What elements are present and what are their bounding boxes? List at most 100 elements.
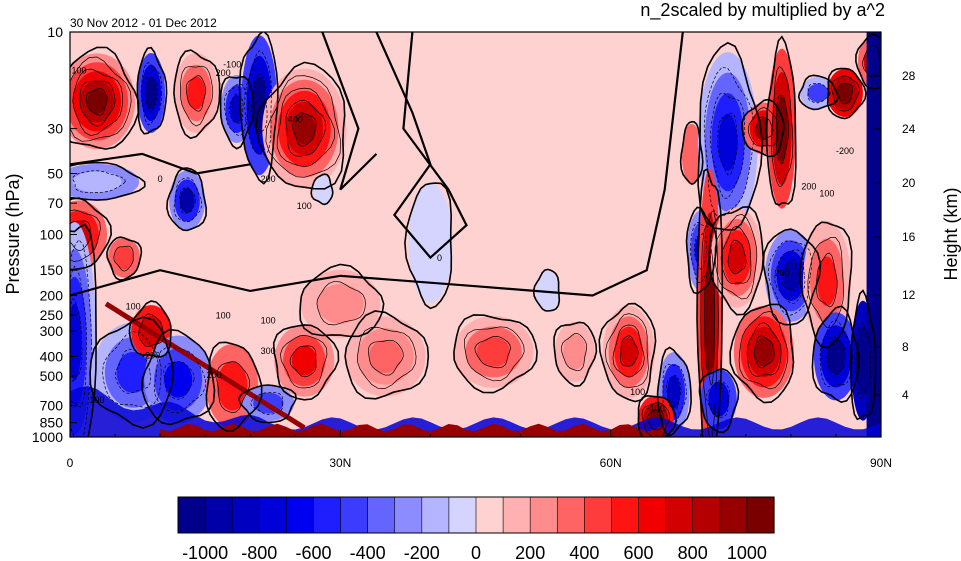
colorbar-swatch [638,496,667,534]
isoline [280,334,328,389]
isoline [836,82,853,105]
isoline [746,322,782,377]
contour-label: -200 [142,351,160,361]
isoline [136,46,168,135]
field-blob [87,88,107,114]
colorbar-swatch [611,496,640,534]
colorbar-swatch [258,496,287,534]
isoline [250,73,268,135]
isoline [205,341,263,433]
colorbar-swatch [231,496,260,534]
height-tick-label: 16 [902,230,916,244]
isoline [70,223,97,437]
isoline [620,335,639,367]
isoline [807,83,831,104]
field-blob [116,351,150,394]
colorbar-swatch [529,496,558,534]
isoline [799,221,853,349]
x-tick-label: 30N [329,456,351,470]
field-blob [704,256,715,381]
contour-label: 200 [774,268,789,278]
filled-contour-field [70,32,881,437]
field-blob [293,113,316,145]
isoline [216,361,250,413]
colorbar-swatch [286,496,315,534]
colorbar-swatch [746,496,775,534]
isoline [774,249,806,304]
isoline [727,239,747,275]
contour-label: 100 [819,189,834,199]
y-axis-right-title: Height (km) [941,187,961,280]
surface-band-red [160,423,665,437]
isoline [368,339,404,376]
colorbar-swatch [584,496,613,534]
isoline [144,76,158,113]
isoline [662,363,687,425]
y-tick-label: 500 [40,368,64,384]
field-blob [477,337,511,367]
contour-label: 0 [158,174,163,184]
colorbar: -1000 -800 -600 -400 -200 0 200 400 600 800 1000 [177,496,775,561]
y-tick-label: 400 [40,348,64,364]
isoline [714,213,758,300]
isoline [855,33,881,90]
y-tick-label: 100 [40,227,64,243]
contour-label: 200 [801,182,816,192]
isoline [72,68,123,136]
y-tick-label: 1000 [32,429,63,445]
height-tick-label: 4 [902,388,909,402]
isoline [180,65,214,127]
isoline [720,225,752,284]
isoline [404,182,453,310]
isoline [811,305,860,404]
zero-contour [70,152,251,175]
isoline [689,222,712,284]
isoline [753,335,775,369]
isoline [70,161,146,201]
y-tick-label: 250 [40,307,64,323]
isoline [223,83,249,137]
field-blob [70,303,82,381]
isoline [700,210,719,437]
colorbar-label: 1000 [727,543,767,561]
isoline [765,35,797,206]
field-blob [826,338,846,375]
isoline [106,236,143,281]
contour-label: -200 [836,146,854,156]
surface-band-blue [70,386,881,437]
height-tick-label: 24 [902,122,916,136]
x-axis: 0 30N 60N 90N [67,430,892,470]
isoline [289,345,317,378]
isoline [85,87,108,116]
isoline [819,319,853,388]
y-tick-label: 10 [47,24,63,40]
isoline [656,346,692,437]
field-blob [667,375,681,409]
isoline [185,75,206,112]
y-tick-label: 200 [40,287,64,303]
colorbar-label: -1000 [182,543,228,561]
isoline [272,324,340,401]
field-blob [187,76,206,110]
isoline [741,98,785,158]
colorbar-swatch [502,496,531,534]
field-blob [718,113,738,171]
field-blob [291,345,317,376]
y-tick-label: 850 [40,415,64,431]
contour-label: 100 [126,302,141,312]
isoline [641,402,670,437]
isoline [70,46,140,150]
field-blob [728,241,746,274]
isoline [316,280,366,326]
isoline [831,75,860,112]
isoline [717,112,738,176]
field-blob [837,83,853,103]
isoline [299,263,385,338]
contour-label: 100 [261,316,276,326]
y-tick-label: 300 [40,323,64,339]
colorbar-label: -200 [404,543,440,561]
colorbar-swatch [448,496,477,534]
isoline [770,65,794,188]
height-tick-label: 28 [902,69,916,83]
isoline [173,49,221,140]
